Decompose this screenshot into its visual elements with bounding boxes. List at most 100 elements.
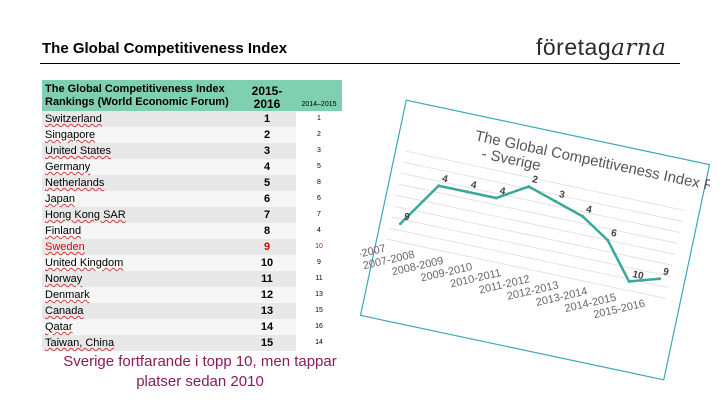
gridline: [398, 183, 678, 244]
data-label: 3: [558, 189, 566, 201]
country-name: Germany: [45, 161, 91, 173]
prev-rank-cell: 1: [317, 115, 321, 122]
data-point: [581, 214, 585, 218]
country-cell: Taiwan, China: [42, 335, 238, 351]
prev-rank-cell: 4: [317, 227, 321, 234]
country-name: Canada: [45, 305, 84, 317]
country-cell: Netherlands: [42, 175, 238, 191]
header-divider: [40, 63, 680, 64]
table-header-col2: 2015-2016: [238, 80, 296, 111]
country-name: Denmark: [45, 289, 90, 301]
country-cell: United States: [42, 143, 238, 159]
prev-rank-cell: 5: [317, 163, 321, 170]
country-name: Finland: [45, 225, 82, 237]
country-name: Hong Kong SAR: [45, 209, 126, 221]
country-cell: Canada: [42, 303, 238, 319]
rank-cell: 6: [238, 191, 296, 207]
data-point: [494, 196, 498, 200]
country-cell: Singapore: [42, 127, 238, 143]
country-name: Qatar: [45, 321, 73, 333]
table-row: Germany 4 5: [42, 159, 342, 175]
page-title: The Global Competitiveness Index: [42, 40, 288, 57]
rank-cell: 9: [238, 239, 296, 255]
data-label: 4: [470, 180, 478, 192]
data-label: 2: [531, 174, 539, 186]
data-label: 9: [662, 266, 670, 278]
table-row: Norway 11 11: [42, 271, 342, 287]
prev-rank-cell: 6: [317, 195, 321, 202]
prev-rank-cell: 2: [317, 131, 321, 138]
prev-rank-cell: 8: [317, 179, 321, 186]
series-line: [399, 184, 660, 283]
sweden-ranking-chart: The Global Competitiveness Index Ranking…: [360, 99, 710, 381]
country-name: Sweden: [45, 241, 85, 253]
data-point: [658, 277, 662, 281]
data-point: [465, 190, 469, 194]
rank-cell: 10: [238, 255, 296, 271]
country-cell: Qatar: [42, 319, 238, 335]
country-name: Switzerland: [45, 113, 102, 125]
gridline: [389, 227, 669, 288]
country-cell: Hong Kong SAR: [42, 207, 238, 223]
prev-rank-cell: 9: [317, 259, 321, 266]
rank-cell: 15: [238, 335, 296, 351]
data-label: 4: [499, 186, 507, 198]
prev-rank-cell: 15: [315, 307, 323, 314]
data-point: [437, 184, 441, 188]
data-point: [527, 185, 531, 189]
table-row: Switzerland 1 1: [42, 111, 342, 127]
country-name: United Kingdom: [45, 257, 124, 269]
table-row: Qatar 14 16: [42, 319, 342, 335]
table-row: Canada 13 15: [42, 303, 342, 319]
country-name: Netherlands: [45, 177, 105, 189]
prev-rank-cell: 7: [317, 211, 321, 218]
table-row: Hong Kong SAR 7 7: [42, 207, 342, 223]
data-label: 9: [403, 211, 411, 223]
rank-cell: 4: [238, 159, 296, 175]
country-cell: United Kingdom: [42, 255, 238, 271]
rank-cell: 2: [238, 127, 296, 143]
ranking-table: The Global Competitiveness Index Ranking…: [42, 80, 342, 351]
logo-italic: arna: [611, 35, 667, 61]
data-label: 10: [631, 269, 645, 282]
data-label: 4: [441, 173, 449, 185]
gridline: [400, 172, 680, 233]
table-row: Netherlands 5 8: [42, 175, 342, 191]
data-label: 4: [585, 204, 593, 216]
prev-rank-cell: 16: [315, 323, 323, 330]
country-name: Taiwan, China: [45, 337, 115, 349]
prev-rank-cell: 14: [315, 339, 323, 346]
data-label: 6: [610, 228, 618, 240]
rank-cell: 3: [238, 143, 296, 159]
gridline: [405, 150, 685, 211]
prev-rank-cell: 13: [315, 291, 323, 298]
prev-rank-cell: 3: [317, 147, 321, 154]
logo-plain: företag: [536, 34, 612, 60]
chart-frame: [360, 99, 710, 381]
table-row: Denmark 12 13: [42, 287, 342, 303]
country-name: United States: [45, 145, 112, 157]
gridline: [391, 216, 671, 277]
table-row: Japan 6 6: [42, 191, 342, 207]
data-point: [554, 199, 558, 203]
rank-cell: 7: [238, 207, 296, 223]
prev-rank-cell: 11: [315, 275, 323, 282]
rank-cell: 8: [238, 223, 296, 239]
country-cell: Finland: [42, 223, 238, 239]
gridline: [393, 205, 673, 266]
country-cell: Switzerland: [42, 111, 238, 127]
data-point: [606, 238, 610, 242]
table-row: Taiwan, China 15 14: [42, 335, 342, 351]
country-name: Norway: [45, 273, 83, 285]
table-row: United Kingdom 10 9: [42, 255, 342, 271]
rank-cell: 12: [238, 287, 296, 303]
table-header-col3: 2014–2015: [296, 80, 342, 111]
data-point: [627, 279, 631, 283]
data-point: [398, 222, 402, 226]
rank-cell: 5: [238, 175, 296, 191]
rank-cell: 13: [238, 303, 296, 319]
table-row: Sweden 9 10: [42, 239, 342, 255]
gridline: [403, 161, 683, 222]
rank-cell: 11: [238, 271, 296, 287]
country-name: Japan: [45, 193, 75, 205]
